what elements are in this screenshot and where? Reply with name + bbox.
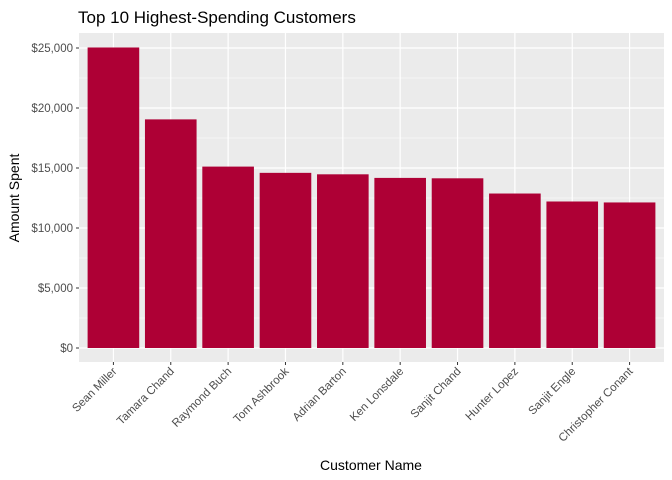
bar xyxy=(489,193,541,348)
x-tick-label: Ken Lonsdale xyxy=(348,366,406,424)
bar xyxy=(374,177,426,348)
y-tick-label: $15,000 xyxy=(31,163,73,175)
x-tick-label: Tamara Chand xyxy=(115,366,177,428)
bar xyxy=(144,119,197,348)
x-tick-label: Sanjit Engle xyxy=(526,366,578,418)
bar xyxy=(603,202,656,348)
y-tick-label: $20,000 xyxy=(31,103,73,115)
x-tick-label: Raymond Buch xyxy=(170,366,234,430)
y-tick-label: $5,000 xyxy=(38,283,73,295)
bar xyxy=(87,47,140,348)
bars xyxy=(87,47,656,348)
bar xyxy=(317,174,369,348)
x-tick-label: Sean Miller xyxy=(70,366,119,415)
bar xyxy=(431,178,484,348)
x-tick-label: Hunter Lopez xyxy=(464,365,521,422)
bar xyxy=(202,166,254,348)
bar xyxy=(546,201,599,348)
chart-title: Top 10 Highest-Spending Customers xyxy=(78,8,356,27)
x-tick-label: Sanjit Chand xyxy=(409,366,464,421)
y-axis-ticks: $0 $5,000 $10,000 $15,000 $20,000 $25,000 xyxy=(31,43,79,355)
x-tick-label: Tom Ashbrook xyxy=(232,365,292,425)
y-tick-label: $0 xyxy=(60,343,73,355)
x-axis-title: Customer Name xyxy=(320,457,422,473)
y-axis-title: Amount Spent xyxy=(6,154,22,243)
x-tick-label: Adrian Barton xyxy=(291,366,349,424)
y-tick-label: $10,000 xyxy=(31,223,73,235)
bar xyxy=(259,172,312,348)
y-tick-label: $25,000 xyxy=(31,43,73,55)
